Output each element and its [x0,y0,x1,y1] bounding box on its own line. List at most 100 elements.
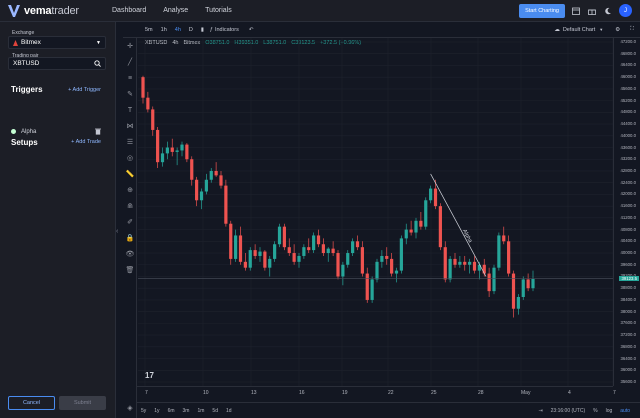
start-charting-button[interactable]: Start Charting [519,3,565,18]
magnet-icon[interactable]: ⋒ [127,203,133,210]
user-avatar[interactable]: J [619,4,632,17]
time-axis[interactable]: 7 10 13 16 19 22 25 28 May 4 7 [137,386,616,402]
time-tick-label: 16 [299,390,305,396]
gift-icon[interactable] [587,6,597,16]
brand-name: vematrader [24,4,79,17]
range-1y[interactable]: 1y [154,407,160,414]
eye-icon[interactable]: 👁 [125,251,135,258]
ruler-icon[interactable]: 📏 [125,171,135,178]
candle-body [443,247,447,280]
shapes-icon[interactable]: ◎ [126,155,134,162]
price-tick-label: 36000.0 [620,367,636,373]
tradingview-logo: 17 [145,371,154,380]
price-tick-label: 42800.0 [620,167,636,173]
text-icon[interactable]: T [127,106,133,114]
cancel-button[interactable]: Cancel [8,396,55,410]
trendline-icon[interactable]: ╱ [127,59,133,66]
candle-type-icon[interactable]: ▮ [200,26,204,33]
chart-toolbar: 5m 1h 4h D ▮ ƒ Indicators ↶ ☁ Default Ch… [123,22,640,38]
price-axis[interactable]: 47200.0 46800.0 46400.0 46000.0 45600.0 45200… [613,38,640,386]
candle-body [355,241,360,248]
candle-body [297,255,301,262]
candle-body [219,175,223,186]
nav-analyse[interactable]: Analyse [163,7,189,14]
auto-toggle[interactable]: auto [620,407,630,414]
logo-mark-icon [8,4,20,17]
lock-icon[interactable]: 🔒 [125,235,135,242]
candle-body [360,247,364,274]
timeframe-5m[interactable]: 5m [145,26,153,33]
fullscreen-icon[interactable]: ⛶ [630,26,634,32]
trading-pair-input[interactable]: XBTUSD [8,57,106,70]
indicators-icon[interactable]: ƒ [209,26,213,33]
candle-body [336,253,340,277]
nav-tutorials[interactable]: Tutorials [205,7,232,14]
pencil-lock-icon[interactable]: ✐ [127,219,133,226]
brush-icon[interactable]: ✎ [127,91,133,98]
settings-icon[interactable]: ⚙ [615,26,621,33]
utc-clock[interactable]: 23:16:00 (UTC) [550,407,586,414]
candle-body [224,185,228,224]
candle-body [185,144,189,160]
time-tick-label: 25 [431,390,437,396]
candle-body [258,251,262,256]
indicators-button[interactable]: Indicators [214,26,239,33]
logo[interactable]: vematrader [8,4,100,17]
price-tick-label: 44000.0 [620,132,636,138]
submit-button[interactable]: Submit [59,396,106,410]
range-6m[interactable]: 6m [167,407,175,414]
zoom-icon[interactable]: ⊕ [127,187,133,194]
price-tick-label: 40400.0 [620,238,636,244]
calendar-icon[interactable] [571,6,581,16]
candle-body [248,250,252,268]
add-trade-link[interactable]: + Add Trade [71,139,101,145]
nav-dashboard[interactable]: Dashboard [112,7,147,14]
chevron-down-icon[interactable]: ▼ [599,27,604,32]
candle-body [385,255,389,259]
moon-icon[interactable] [603,6,613,16]
trigger-item[interactable]: Alpha [11,128,105,135]
collapse-sidebar-icon[interactable]: ‹ [116,228,119,235]
time-tick-label: 10 [203,390,209,396]
price-tick-label: 47200.0 [620,39,636,44]
candle-body [234,235,238,259]
log-toggle[interactable]: log [605,407,613,414]
search-icon[interactable] [94,60,101,67]
trash-tool-icon[interactable]: 🗑 [125,267,135,274]
fib-icon[interactable]: ☰ [126,139,134,146]
range-1m[interactable]: 1m [197,407,205,414]
candle-body [170,147,174,152]
range-1d[interactable]: 1d [225,407,232,414]
cloud-icon[interactable]: ☁ [554,26,560,33]
pattern-icon[interactable]: ⋈ [126,123,134,130]
legend-symbol: XBTUSD [145,40,168,46]
timeframe-1h[interactable]: 1h [160,26,167,33]
exchange-select[interactable]: Bitmex ▼ [8,36,106,49]
candle-body [165,147,169,154]
percent-toggle[interactable]: % [593,407,598,414]
candle-body [195,179,199,201]
range-3m[interactable]: 3m [182,407,190,414]
layers-icon[interactable]: ◈ [127,405,133,412]
candlestick-chart[interactable]: Alpha 17 [123,22,640,418]
price-tick-label: 44800.0 [620,109,636,115]
horizontal-lines-icon[interactable]: ≡ [127,74,133,82]
goto-date-icon[interactable]: ⇥ [538,407,543,414]
trash-icon[interactable] [95,128,101,135]
price-tick-label: 46000.0 [620,74,636,80]
add-trigger-link[interactable]: + Add Trigger [68,87,101,93]
timeframe-d[interactable]: D [188,26,193,33]
candle-body [516,297,520,309]
timeframe-4h[interactable]: 4h [174,26,181,33]
default-chart-select[interactable]: Default Chart [562,26,596,33]
range-5d[interactable]: 5d [212,407,218,414]
crosshair-icon[interactable]: ✛ [127,43,133,50]
undo-icon[interactable]: ↶ [248,26,254,33]
range-5y[interactable]: 5y [141,407,147,414]
candle-body [151,109,155,130]
candle-body [531,278,535,289]
time-tick-label: 19 [342,390,348,396]
candle-body [404,229,408,239]
legend-high: H39351.0 [234,40,259,46]
candle-body [214,170,218,176]
